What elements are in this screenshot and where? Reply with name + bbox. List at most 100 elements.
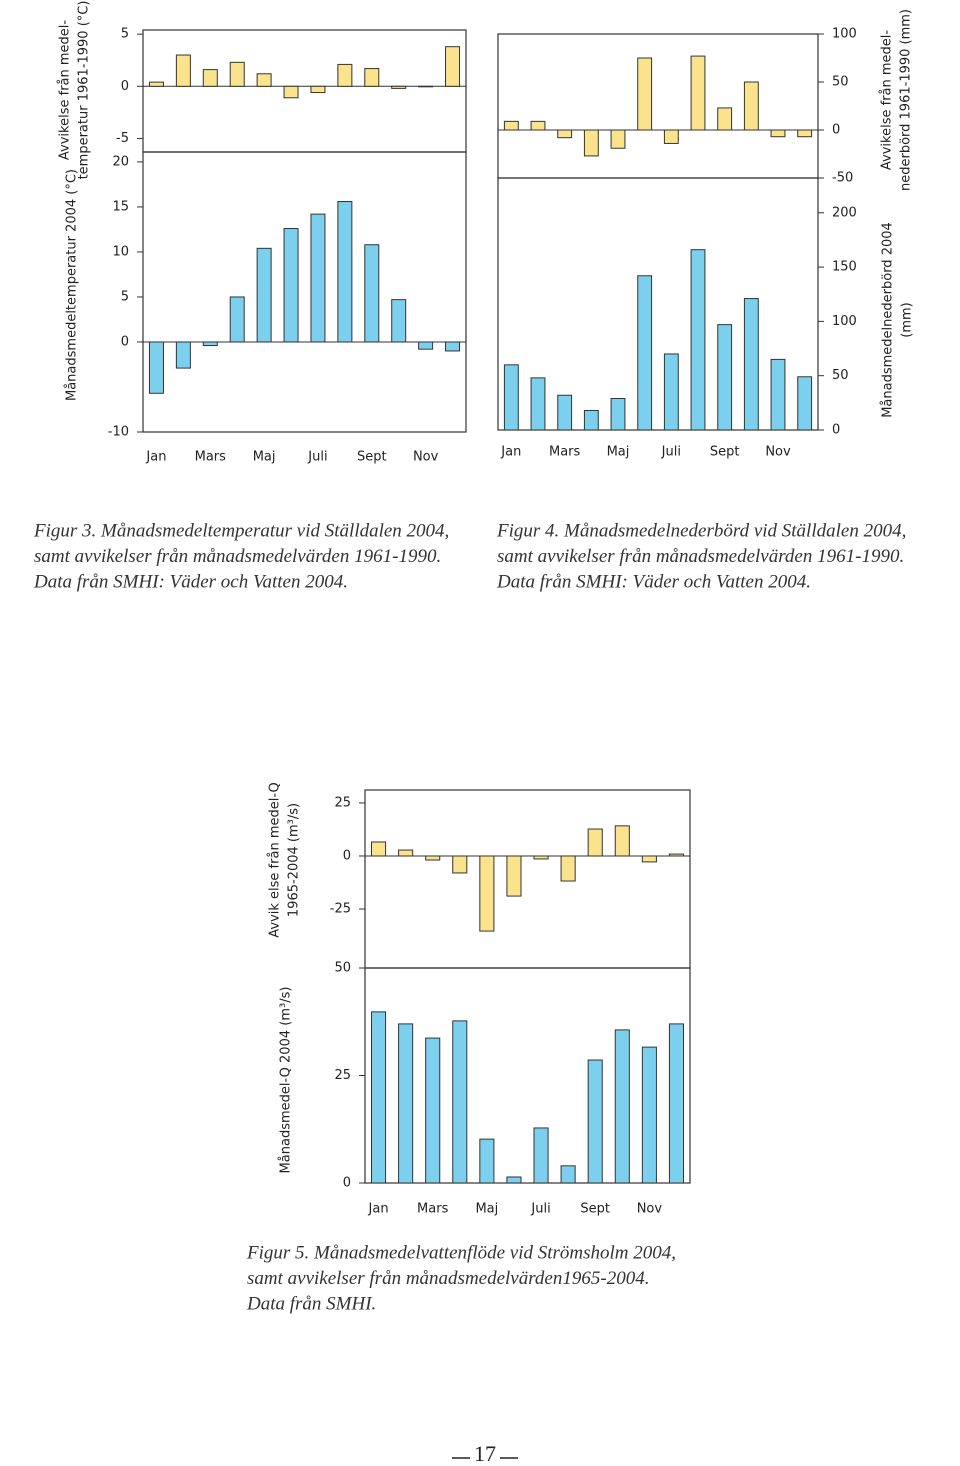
bar [557, 129, 573, 139]
x-tick-label: Maj [475, 1202, 498, 1217]
y-tick-label: 100 [832, 314, 857, 329]
x-tick-label: Sept [357, 450, 387, 465]
bar [560, 855, 576, 882]
bar [398, 1023, 414, 1184]
bar [479, 855, 495, 932]
bar [425, 855, 441, 861]
y-axis-label: Månadsmedeltemperatur 2004 (°C) [65, 169, 80, 401]
bar [418, 341, 434, 350]
y-tick-label: -50 [832, 171, 853, 186]
y-tick-label: 50 [334, 961, 351, 976]
bar [391, 299, 407, 343]
y-tick-label: 0 [832, 123, 840, 138]
panel-frame [497, 33, 819, 179]
bar [175, 341, 191, 369]
y-tick-label: -25 [330, 902, 351, 917]
y-axis-label: Avvikelse från medel- [58, 20, 73, 160]
bar [668, 853, 685, 857]
y-tick-label: -5 [116, 131, 129, 146]
y-tick-label: 0 [121, 79, 129, 94]
bar [398, 849, 414, 857]
x-tick-label: Juli [661, 445, 681, 460]
y-axis-label: temperatur 1961-1990 (°C) [77, 1, 92, 180]
bar [770, 129, 786, 138]
figure-caption: Data från SMHI. [246, 1293, 376, 1314]
bar [202, 341, 218, 347]
y-tick-label: 0 [832, 423, 840, 438]
x-tick-label: Nov [765, 445, 791, 460]
bar [533, 855, 549, 860]
bar [364, 68, 380, 87]
bar [202, 69, 218, 87]
bar [668, 1023, 685, 1184]
bar [743, 81, 759, 131]
y-tick-label: 5 [121, 289, 129, 304]
bar [587, 1059, 603, 1184]
y-axis-label: Avvik else från medel-Q [268, 782, 283, 938]
y-tick-label: 150 [832, 260, 857, 275]
y-axis-label: 1965-2004 (m³/s) [287, 803, 302, 917]
bar [770, 358, 786, 431]
bar [641, 855, 657, 863]
bar [610, 398, 626, 431]
bar [310, 85, 326, 94]
panel-frame [142, 151, 467, 433]
bar [530, 377, 546, 431]
x-tick-label: Nov [413, 450, 439, 465]
x-tick-label: Juli [530, 1202, 550, 1217]
x-tick-label: Sept [580, 1202, 610, 1217]
y-tick-label: 20 [112, 154, 129, 169]
bar [256, 247, 272, 343]
bar [743, 298, 759, 431]
bar [503, 120, 519, 131]
x-tick-label: Maj [607, 445, 630, 460]
figure-caption: Figur 3. Månadsmedeltemperatur vid Ställ… [33, 520, 449, 541]
bar [641, 1046, 657, 1184]
bar [452, 1020, 468, 1184]
figure-caption: samt avvikelser från månadsmedelvärden 1… [497, 546, 904, 567]
bar [364, 244, 380, 343]
bar [614, 1029, 630, 1184]
bar [637, 57, 653, 131]
figure-caption: samt avvikelser från månadsmedelvärden 1… [34, 546, 441, 567]
bar [337, 63, 353, 87]
y-axis-label: Månadsmedelnederbörd 2004 [881, 222, 896, 418]
y-tick-label: 50 [832, 75, 849, 90]
y-axis-label: Månadsmedel-Q 2004 (m³/s) [279, 987, 294, 1174]
bar [614, 825, 630, 857]
bar [717, 107, 733, 131]
x-tick-label: Sept [710, 445, 740, 460]
figure-caption: Data från SMHI: Väder och Vatten 2004. [33, 571, 348, 592]
figure-caption: Data från SMHI: Väder och Vatten 2004. [496, 571, 811, 592]
y-tick-label: 0 [343, 848, 351, 863]
bar [533, 1127, 549, 1184]
y-tick-label: 200 [832, 205, 857, 220]
y-tick-label: 0 [121, 334, 129, 349]
bar [371, 841, 387, 857]
bar [148, 81, 164, 87]
page-number: 17 [474, 1441, 496, 1466]
bar [797, 376, 813, 431]
panel-frame [497, 177, 819, 431]
bar [506, 1176, 522, 1184]
bar [503, 364, 519, 431]
bar [797, 129, 813, 138]
bar [663, 129, 679, 144]
bar [425, 1037, 441, 1184]
y-axis-label: Avvikelse från medel- [880, 30, 895, 170]
y-tick-label: 0 [343, 1176, 351, 1191]
bar [583, 409, 599, 431]
bar [229, 296, 245, 343]
bar [530, 120, 546, 131]
y-tick-label: 25 [334, 795, 351, 810]
y-axis-label: (mm) [900, 302, 915, 337]
y-tick-label: 100 [832, 27, 857, 42]
bar [445, 46, 461, 87]
x-tick-label: Nov [637, 1202, 663, 1217]
panel-frame [364, 789, 691, 969]
bar [283, 228, 299, 343]
bar [175, 54, 191, 87]
figure-caption: samt avvikelser från månadsmedelvärden19… [247, 1268, 649, 1289]
bar [663, 353, 679, 431]
bar [637, 275, 653, 431]
